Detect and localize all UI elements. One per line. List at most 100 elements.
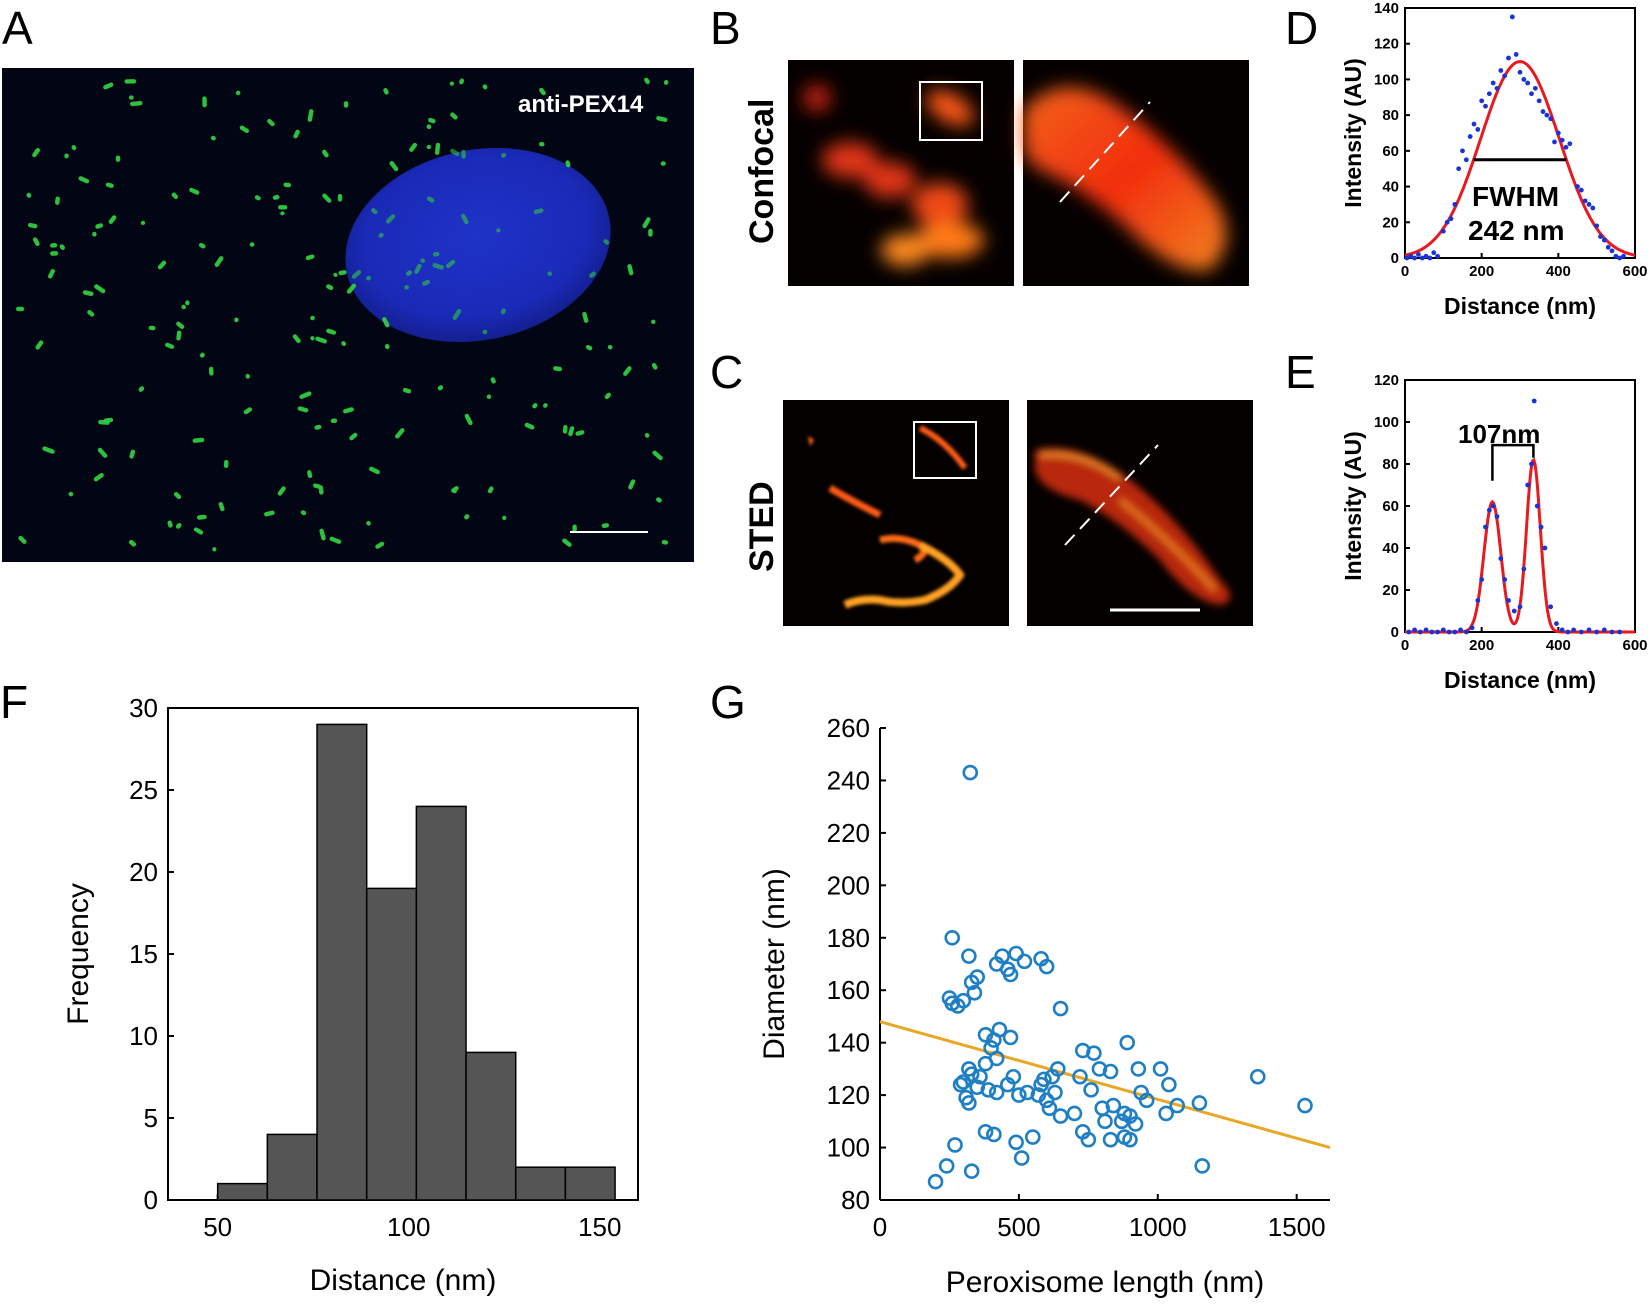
- y-tick-label: 0: [144, 1185, 158, 1215]
- peroxisome-punctum: [173, 492, 182, 500]
- data-point: [1525, 80, 1531, 86]
- data-point: [1483, 103, 1488, 109]
- data-point: [1297, 1097, 1313, 1114]
- fwhm-label: FWHM: [1472, 181, 1559, 212]
- peroxisome-punctum: [422, 279, 430, 286]
- x-tick-label: 600: [1622, 263, 1647, 280]
- data-point: [988, 1050, 1005, 1067]
- x-axis-title: Peroxisome length (nm): [946, 1266, 1264, 1299]
- peroxisome-punctum: [607, 344, 613, 350]
- data-point: [1494, 85, 1500, 91]
- peroxisome-punctum: [171, 192, 179, 200]
- data-point: [1011, 1087, 1027, 1103]
- peroxisome-punctum: [293, 129, 300, 139]
- peroxisome-punctum: [103, 82, 114, 90]
- peroxisome-punctum: [500, 308, 506, 315]
- peroxisome-punctum: [501, 152, 507, 158]
- data-point: [1016, 953, 1033, 970]
- data-point: [1083, 1082, 1099, 1098]
- data-point: [1598, 234, 1603, 239]
- peroxisome-punctum: [426, 144, 432, 150]
- peroxisome-punctum: [128, 95, 134, 100]
- peroxisome-punctum: [42, 446, 55, 454]
- peroxisome-punctum: [482, 329, 488, 335]
- peroxisome-punctum: [449, 81, 455, 86]
- data-point: [1494, 514, 1500, 519]
- peroxisome-punctum: [305, 254, 315, 261]
- data-point: [1431, 250, 1437, 256]
- data-point: [1521, 566, 1527, 572]
- data-point: [1609, 248, 1615, 254]
- peroxisome-punctum: [644, 432, 650, 438]
- data-point: [1601, 237, 1607, 243]
- peroxisome-punctum: [450, 148, 460, 157]
- panel-c-label: C: [710, 346, 743, 398]
- peroxisome-punctum: [185, 300, 190, 306]
- data-point: [1072, 1068, 1088, 1085]
- trend-line: [879, 1020, 1331, 1150]
- peroxisome-punctum: [623, 366, 632, 376]
- peroxisome-punctum: [267, 118, 275, 127]
- peroxisome-punctum: [461, 149, 466, 159]
- peroxisome-punctum: [486, 394, 492, 399]
- histogram-bar: [266, 1133, 318, 1201]
- peroxisome-punctum: [307, 109, 314, 122]
- data-point: [1446, 629, 1452, 635]
- data-point: [1169, 1097, 1186, 1114]
- peroxisome-punctum: [375, 541, 385, 549]
- peroxisome-punctum: [105, 182, 114, 188]
- data-point: [1423, 627, 1429, 633]
- peroxisome-punctum: [300, 510, 307, 516]
- peroxisome-punctum: [603, 239, 610, 245]
- data-point: [1513, 52, 1519, 57]
- data-point: [1479, 577, 1485, 582]
- x-tick-label: 150: [578, 1212, 621, 1242]
- peroxisome-punctum: [198, 242, 206, 249]
- confocal-zoom: [1023, 60, 1249, 286]
- peroxisome-punctum: [660, 161, 666, 166]
- data-point: [1138, 1092, 1155, 1109]
- data-point: [1548, 116, 1554, 122]
- peroxisome-punctum: [346, 283, 357, 294]
- panel-b-label: B: [710, 2, 741, 54]
- peroxisome-punctum: [199, 352, 205, 358]
- peroxisome-punctum: [64, 153, 69, 159]
- nucleus: [345, 147, 611, 343]
- data-point: [1578, 187, 1584, 193]
- data-point: [938, 1158, 955, 1174]
- data-point: [1613, 253, 1619, 259]
- y-tick-label: 30: [129, 693, 158, 723]
- data-point: [1586, 202, 1592, 207]
- peroxisome-punctum: [651, 319, 656, 324]
- fwhm-value: 242 nm: [1468, 215, 1565, 246]
- y-tick-label: 100: [1374, 414, 1399, 431]
- data-point: [1475, 127, 1481, 132]
- peroxisome-punctum: [329, 536, 342, 544]
- peroxisome-punctum: [292, 334, 301, 344]
- peroxisome-punctum: [50, 251, 59, 256]
- confocal-overview: [788, 60, 1014, 286]
- data-point: [1534, 503, 1540, 509]
- data-point: [1440, 627, 1446, 633]
- data-point: [1440, 228, 1446, 234]
- data-point: [1490, 80, 1496, 86]
- peroxisome-punctum: [239, 125, 250, 133]
- data-point: [1621, 253, 1626, 259]
- peroxisome-punctum: [627, 264, 634, 276]
- y-tick-label: 140: [1374, 0, 1399, 17]
- data-point: [1127, 1116, 1144, 1132]
- peroxisome-punctum: [214, 256, 224, 267]
- peroxisome-punctum: [280, 211, 285, 216]
- y-tick-label: 60: [1382, 498, 1399, 515]
- peroxisome-punctum: [195, 528, 204, 535]
- y-tick-label: 25: [129, 775, 158, 805]
- stain-label: anti-PEX14: [518, 91, 644, 118]
- peroxisome-punctum: [181, 304, 186, 310]
- linescan-confocal: [1059, 101, 1151, 203]
- x-tick-label: 500: [997, 1212, 1040, 1242]
- y-tick-label: 100: [827, 1133, 870, 1163]
- x-axis-title: Distance (nm): [310, 1264, 497, 1297]
- panel-a-label: A: [2, 2, 33, 54]
- data-point: [961, 948, 977, 964]
- peroxisome-punctum: [420, 258, 426, 263]
